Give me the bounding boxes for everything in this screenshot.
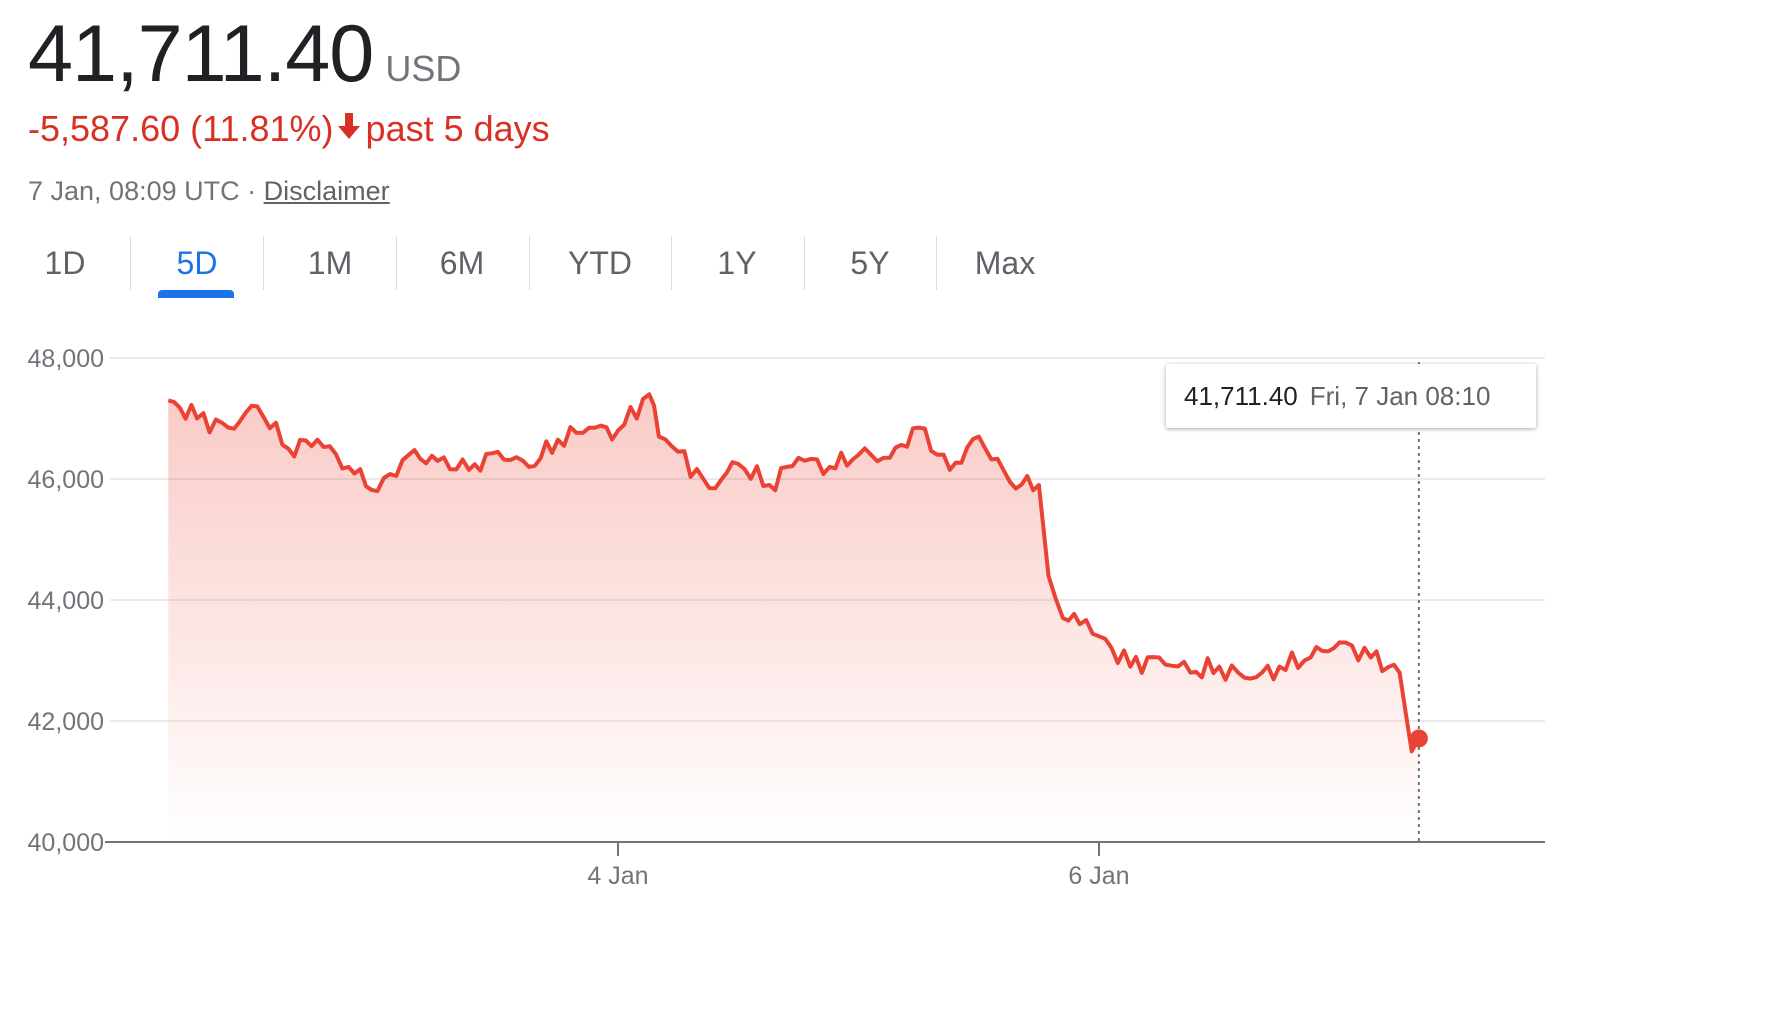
- y-tick-label: 40,000: [28, 829, 104, 857]
- disclaimer-link[interactable]: Disclaimer: [263, 176, 390, 206]
- change-period: past 5 days: [365, 108, 550, 149]
- tab-divider: [263, 236, 264, 290]
- y-tick-label: 44,000: [28, 587, 104, 615]
- price-change-percent: (11.81%): [190, 108, 334, 149]
- tab-1y[interactable]: 1Y: [717, 245, 757, 281]
- tab-divider: [529, 236, 530, 290]
- tab-5y[interactable]: 5Y: [850, 245, 890, 281]
- y-axis-labels: 40,000 42,000 44,000 46,000 48,000: [28, 345, 104, 857]
- y-tick-label: 46,000: [28, 466, 104, 494]
- tab-divider: [804, 236, 805, 290]
- price-line: [167, 392, 1421, 754]
- price-area: [168, 394, 1419, 842]
- timestamp: 7 Jan, 08:09 UTC: [28, 176, 240, 206]
- range-tabs: 1D 5D 1M 6M YTD 1Y 5Y Max: [0, 236, 1180, 300]
- tab-divider: [936, 236, 937, 290]
- separator-dot: ·: [247, 176, 257, 206]
- tab-1d[interactable]: 1D: [44, 245, 86, 281]
- x-tick-label: 4 Jan: [587, 862, 648, 890]
- arrow-down-icon: [336, 108, 362, 150]
- y-tick-label: 42,000: [28, 708, 104, 736]
- tab-ytd[interactable]: YTD: [568, 245, 632, 281]
- price-change-row: -5,587.60 (11.81%) past 5 days: [28, 108, 550, 150]
- hover-tooltip: 41,711.40 Fri, 7 Jan 08:10: [1166, 364, 1536, 428]
- tooltip-time: Fri, 7 Jan 08:10: [1309, 381, 1491, 411]
- tab-5d[interactable]: 5D: [176, 245, 218, 281]
- x-axis-ticks: 4 Jan 6 Jan: [587, 842, 1130, 890]
- price-change-value: -5,587.60: [28, 108, 181, 149]
- tooltip-value: 41,711.40: [1184, 381, 1298, 411]
- current-point-marker: [1409, 729, 1428, 748]
- y-tick-label: 48,000: [28, 345, 104, 373]
- x-tick-label: 6 Jan: [1068, 862, 1129, 890]
- price-header: 41,711.40 USD: [28, 8, 461, 101]
- timestamp-row: 7 Jan, 08:09 UTC · Disclaimer: [28, 176, 390, 207]
- tab-divider: [130, 236, 131, 290]
- tab-divider: [396, 236, 397, 290]
- active-tab-indicator: [158, 290, 234, 298]
- currency-label: USD: [385, 48, 462, 89]
- price-chart[interactable]: 40,000 42,000 44,000 46,000 48,000 4 Jan 6 Ja…: [0, 320, 1767, 920]
- tab-divider: [671, 236, 672, 290]
- tab-max[interactable]: Max: [974, 245, 1036, 281]
- current-price: 41,711.40: [28, 9, 374, 99]
- tab-1m[interactable]: 1M: [307, 245, 353, 281]
- tab-6m[interactable]: 6M: [439, 245, 485, 281]
